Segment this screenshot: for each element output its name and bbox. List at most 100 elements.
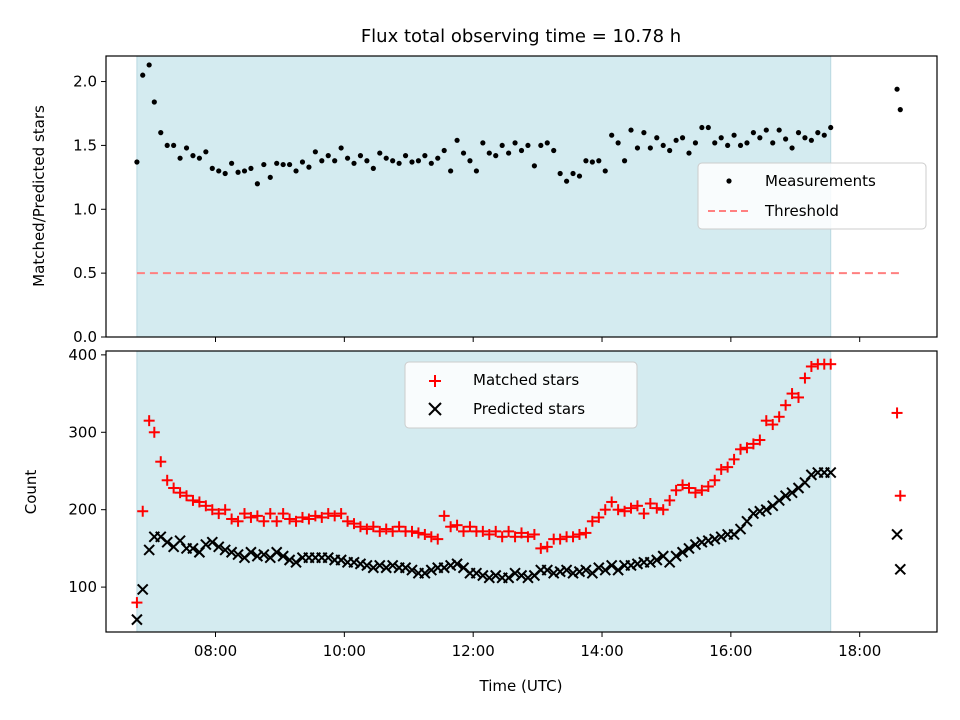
matched-point: [894, 490, 906, 502]
predicted-point: [605, 559, 618, 572]
ratio-point: [383, 155, 389, 161]
ratio-panel: 0.0 0.5 1.0 1.5 2.0 Flux total observing tim…: [30, 26, 938, 346]
matched-point: [773, 411, 785, 423]
predicted-point: [225, 546, 238, 558]
predicted-point: [367, 562, 380, 574]
matched-point: [664, 494, 676, 506]
matched-point: [805, 360, 817, 372]
ratio-point: [183, 145, 190, 151]
ratio-point: [576, 173, 583, 179]
matched-point: [554, 533, 566, 545]
predicted-point: [593, 562, 605, 574]
matched-point: [509, 531, 521, 543]
predicted-point: [580, 564, 592, 576]
matched-point: [677, 479, 689, 491]
matched-point: [689, 487, 701, 499]
predicted-point: [779, 490, 792, 502]
ratio-point: [647, 145, 653, 151]
ratio-point: [763, 127, 769, 133]
ratio-point: [396, 160, 402, 166]
matched-point: [445, 521, 457, 533]
ratio-point: [254, 181, 260, 187]
predicted-point: [258, 548, 270, 561]
matched-point: [161, 474, 173, 486]
legend-predicted-label: Predicted stars: [473, 400, 585, 418]
legend-matched-label: Matched stars: [473, 371, 579, 389]
predicted-point: [502, 572, 515, 584]
ratio-point: [171, 142, 177, 149]
ratio-point: [235, 169, 241, 175]
matched-point: [226, 513, 238, 525]
legend-threshold-label: Threshold: [764, 202, 839, 220]
matched-point: [638, 508, 650, 520]
matched-point: [155, 456, 167, 468]
ratio-point: [897, 107, 903, 113]
matched-point: [309, 510, 321, 522]
matched-point: [573, 528, 585, 540]
ratio-point: [248, 165, 254, 171]
matched-point: [354, 521, 366, 533]
matched-point: [193, 496, 205, 508]
count-panel-legend: Matched stars Predicted stars: [404, 361, 638, 429]
ratio-point: [357, 153, 364, 159]
ratio-ytick-label: 0.5: [73, 264, 97, 282]
ratio-point: [776, 127, 782, 133]
ratio-point: [319, 158, 325, 164]
ratio-point: [241, 168, 248, 174]
ratio-point: [473, 168, 480, 174]
matched-point: [522, 531, 534, 543]
matched-point: [644, 497, 656, 509]
ratio-panel-title: Flux total observing time = 10.78 h: [361, 26, 681, 47]
predicted-point: [715, 531, 727, 543]
count-xtick-label: 14:00: [580, 642, 623, 660]
matched-point: [760, 415, 772, 427]
matched-point: [131, 597, 143, 609]
count-legend-box: [404, 361, 638, 429]
predicted-point: [683, 542, 695, 555]
ratio-point: [338, 145, 344, 151]
ratio-point: [725, 142, 731, 149]
predicted-point: [335, 554, 347, 566]
ratio-point: [190, 153, 196, 159]
ratio-legend-box: [697, 162, 927, 230]
predicted-point: [277, 550, 289, 562]
matched-point: [799, 372, 811, 384]
matched-point: [683, 482, 695, 494]
predicted-point: [651, 554, 663, 566]
ratio-point: [718, 135, 724, 141]
matched-point: [567, 531, 579, 543]
ratio-point: [660, 142, 666, 149]
ratio-point: [808, 137, 814, 143]
ratio-panel-marks: [134, 62, 903, 275]
predicted-point: [271, 546, 283, 558]
matched-point: [496, 531, 508, 543]
ratio-point: [894, 86, 900, 92]
ratio-point: [351, 160, 357, 166]
ratio-point: [467, 158, 473, 164]
count-panel-ylabel: Count: [22, 470, 40, 515]
ratio-point: [679, 135, 686, 141]
matched-point: [374, 525, 386, 537]
matched-point: [303, 513, 315, 525]
matched-point: [316, 511, 328, 523]
matched-point: [793, 391, 804, 403]
legend-matched-marker: [429, 375, 441, 387]
ratio-point: [377, 150, 383, 156]
count-panel-marks: [131, 358, 906, 626]
predicted-point: [419, 567, 431, 579]
matched-point: [541, 541, 553, 553]
ratio-point: [134, 159, 140, 165]
ratio-point: [274, 160, 280, 166]
ratio-point: [621, 158, 628, 164]
ratio-point: [692, 140, 699, 146]
matched-point: [187, 494, 199, 506]
predicted-point: [786, 486, 798, 499]
ratio-point: [332, 158, 338, 164]
ratio-point: [344, 155, 351, 161]
matched-point: [419, 528, 431, 540]
count-ytick-label: 200: [68, 501, 97, 519]
matched-point: [586, 515, 598, 527]
ratio-point: [821, 132, 827, 138]
ratio-point: [499, 142, 505, 149]
